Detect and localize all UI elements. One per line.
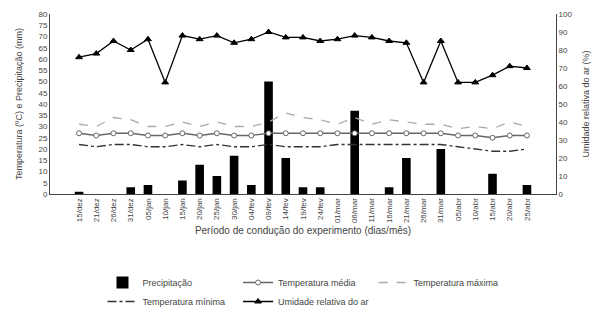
svg-text:50: 50 bbox=[38, 77, 47, 86]
svg-text:Umidade relativa do ar (%): Umidade relativa do ar (%) bbox=[581, 50, 591, 157]
svg-text:65: 65 bbox=[38, 44, 47, 53]
svg-text:26/mar: 26/mar bbox=[419, 198, 428, 223]
svg-text:50: 50 bbox=[559, 100, 568, 109]
svg-text:40: 40 bbox=[38, 100, 47, 109]
svg-text:31/dez: 31/dez bbox=[126, 198, 135, 222]
svg-text:80: 80 bbox=[559, 46, 568, 55]
svg-text:60: 60 bbox=[38, 55, 47, 64]
svg-text:Temperatura máxima: Temperatura máxima bbox=[414, 278, 499, 288]
svg-text:15/abr: 15/abr bbox=[488, 198, 497, 221]
svg-text:09/fev: 09/fev bbox=[264, 198, 273, 220]
svg-text:0: 0 bbox=[43, 190, 48, 199]
svg-text:60: 60 bbox=[559, 82, 568, 91]
svg-text:0: 0 bbox=[559, 190, 564, 199]
svg-text:75: 75 bbox=[38, 21, 47, 30]
svg-text:Temperatura média: Temperatura média bbox=[278, 278, 356, 288]
svg-text:14/fev: 14/fev bbox=[281, 198, 290, 220]
svg-text:10/abr: 10/abr bbox=[471, 198, 480, 221]
svg-text:25/jan: 25/jan bbox=[212, 198, 221, 220]
svg-text:80: 80 bbox=[38, 10, 47, 19]
svg-text:15/dez: 15/dez bbox=[75, 198, 84, 222]
svg-text:06/mar: 06/mar bbox=[350, 198, 359, 223]
svg-text:70: 70 bbox=[559, 64, 568, 73]
svg-text:10: 10 bbox=[559, 172, 568, 181]
svg-text:Temperatura mínima: Temperatura mínima bbox=[143, 297, 226, 307]
svg-text:21/mar: 21/mar bbox=[402, 198, 411, 223]
svg-text:Umidade relativa do ar: Umidade relativa do ar bbox=[278, 297, 369, 307]
svg-text:35: 35 bbox=[38, 111, 47, 120]
svg-text:Temperatura (ºC) e Precipitaçã: Temperatura (ºC) e Precipitação (mm) bbox=[14, 28, 24, 180]
svg-text:05/abr: 05/abr bbox=[454, 198, 463, 221]
svg-text:21/dez: 21/dez bbox=[92, 198, 101, 222]
svg-text:40: 40 bbox=[559, 118, 568, 127]
svg-text:11/mar: 11/mar bbox=[368, 198, 377, 223]
svg-text:25: 25 bbox=[38, 134, 47, 143]
svg-text:20/jan: 20/jan bbox=[195, 198, 204, 220]
svg-text:Precipitação: Precipitação bbox=[143, 278, 193, 288]
svg-text:10/jan: 10/jan bbox=[161, 198, 170, 220]
svg-text:30/jan: 30/jan bbox=[230, 198, 239, 220]
svg-text:55: 55 bbox=[38, 66, 47, 75]
svg-text:10: 10 bbox=[38, 167, 47, 176]
svg-text:20/abr: 20/abr bbox=[505, 198, 514, 221]
svg-text:15: 15 bbox=[38, 156, 47, 165]
svg-text:5: 5 bbox=[43, 179, 48, 188]
svg-text:05/jan: 05/jan bbox=[144, 198, 153, 220]
svg-text:70: 70 bbox=[38, 32, 47, 41]
svg-text:24/fev: 24/fev bbox=[316, 198, 325, 220]
svg-text:20: 20 bbox=[38, 145, 47, 154]
svg-text:30: 30 bbox=[559, 136, 568, 145]
svg-text:Período de condução do experim: Período de condução do experimento (dias… bbox=[195, 225, 411, 236]
svg-text:100: 100 bbox=[559, 10, 573, 19]
svg-text:01/mar: 01/mar bbox=[333, 198, 342, 223]
svg-text:26/dez: 26/dez bbox=[109, 198, 118, 222]
svg-text:25/abr: 25/abr bbox=[523, 198, 532, 221]
svg-text:20: 20 bbox=[559, 154, 568, 163]
svg-text:45: 45 bbox=[38, 89, 47, 98]
svg-text:31/mar: 31/mar bbox=[436, 198, 445, 223]
svg-text:16/mar: 16/mar bbox=[385, 198, 394, 223]
svg-text:04/fev: 04/fev bbox=[247, 198, 256, 220]
svg-text:15/jan: 15/jan bbox=[178, 198, 187, 220]
svg-text:19/fev: 19/fev bbox=[299, 198, 308, 220]
svg-text:90: 90 bbox=[559, 28, 568, 37]
svg-text:30: 30 bbox=[38, 122, 47, 131]
